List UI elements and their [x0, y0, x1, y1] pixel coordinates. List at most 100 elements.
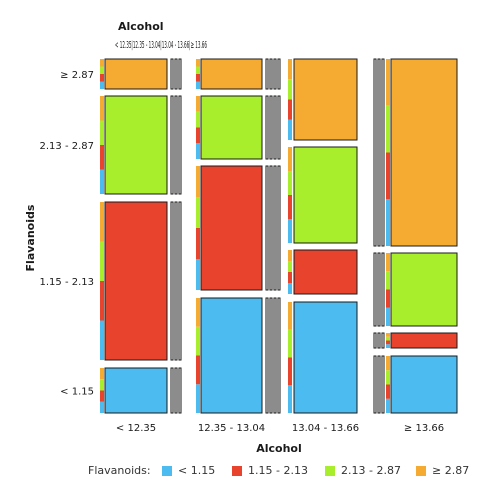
mosaic-empty-cell: [178, 95, 182, 195]
mosaic-empty-cell: [373, 332, 377, 349]
legend-item-label: 2.13 - 2.87: [341, 464, 401, 477]
mosaic-strip-segment: [288, 302, 292, 330]
mosaic-strip-segment: [100, 120, 104, 145]
mosaic-empty-cell: [269, 297, 273, 414]
mosaic-strip-segment: [100, 379, 104, 391]
legend-item-ge-2-87: ≥ 2.87: [416, 464, 469, 477]
legend-swatch: [325, 465, 335, 476]
mosaic-strip-segment: [386, 340, 390, 345]
x-tick-label: ≥ 13.66: [404, 423, 444, 434]
mosaic-empty-cell: [277, 58, 281, 90]
mosaic-strip-segment: [196, 384, 200, 413]
mosaic-strip-segment: [100, 81, 104, 89]
mosaic-strip-segment: [288, 357, 292, 386]
mosaic-strip-segment: [196, 228, 200, 259]
mosaic-strip-segment: [386, 271, 390, 290]
mosaic-strip-segment: [100, 169, 104, 194]
mosaic-strip-segment: [196, 81, 200, 89]
y-tick-label: 2.13 - 2.87: [40, 141, 95, 152]
y-tick-label: 1.15 - 2.13: [40, 277, 95, 288]
legend-item-1-15-2-13: 1.15 - 2.13: [232, 464, 308, 477]
mosaic-strip-segment: [386, 307, 390, 326]
mosaic-strip-segment: [288, 385, 292, 413]
mosaic-strip-segment: [196, 197, 200, 228]
mosaic-strip-segment: [100, 59, 104, 67]
mosaic-strip-segment: [386, 344, 390, 348]
mosaic-strip-segment: [288, 99, 292, 120]
mosaic-strip-segment: [288, 119, 292, 140]
mosaic-cell-12-35-13-04-2-87: [200, 58, 263, 90]
mosaic-strip-segment: [100, 96, 104, 121]
mosaic-cell-13-66-2-87: [390, 58, 458, 247]
mosaic-strip-segment: [386, 384, 390, 399]
mosaic-empty-cell: [373, 355, 377, 414]
mosaic-empty-cell: [265, 165, 269, 291]
legend-swatch: [162, 465, 172, 476]
mosaic-strip-segment: [100, 145, 104, 170]
mosaic-strip-segment: [196, 143, 200, 159]
mosaic-empty-cell: [269, 95, 273, 160]
mosaic-strip-segment: [386, 370, 390, 385]
mosaic-strip-segment: [196, 298, 200, 327]
mosaic-strip-segment: [288, 147, 292, 171]
mosaic-empty-cell: [373, 252, 377, 327]
mosaic-strip-segment: [196, 259, 200, 290]
mosaic-empty-cell: [377, 332, 381, 349]
mosaic-empty-cell: [170, 367, 174, 414]
mosaic-cell-12-35-13-04-2-13-2-87: [200, 95, 263, 160]
mosaic-cell-12-35-13-04-1-15: [200, 297, 263, 414]
mosaic-empty-cell: [377, 58, 381, 247]
legend-item-label: < 1.15: [178, 464, 216, 477]
mosaic-strip-segment: [100, 281, 104, 321]
mosaic-strip-segment: [288, 219, 292, 243]
mosaic-empty-cell: [170, 58, 174, 90]
x-tick-label: 13.04 - 13.66: [292, 423, 359, 434]
mosaic-empty-cell: [265, 95, 269, 160]
mosaic-strip-segment: [288, 272, 292, 283]
mosaic-strip-segment: [288, 329, 292, 358]
y-tick-label: ≥ 2.87: [60, 70, 94, 81]
mosaic-cell-13-04-13-66-1-15: [293, 301, 358, 414]
mosaic-strip-segment: [386, 333, 390, 337]
mosaic-strip-segment: [100, 241, 104, 281]
mosaic-cell-13-04-13-66-2-13-2-87: [293, 146, 358, 244]
mosaic-cell-13-66-1-15: [390, 355, 458, 414]
mosaic-empty-cell: [174, 367, 178, 414]
mosaic-chart: Alcohol < 12.35|12.35 - 13.04|13.04 - 13…: [24, 20, 458, 455]
mosaic-strip-segment: [100, 320, 104, 360]
mosaic-empty-cell: [170, 201, 174, 361]
mosaic-cell-13-04-13-66-2-87: [293, 58, 358, 141]
legend-title: Flavanoids:: [88, 464, 151, 477]
mosaic-empty-cell: [377, 252, 381, 327]
legend-item-label: ≥ 2.87: [432, 464, 470, 477]
mosaic-strip-segment: [100, 74, 104, 82]
mosaic-empty-cell: [174, 201, 178, 361]
mosaic-empty-cell: [265, 58, 269, 90]
legend-item-lt-1-15: < 1.15: [162, 464, 215, 477]
mosaic-cell-13-04-13-66-1-15-2-13: [293, 249, 358, 295]
mosaic-empty-cell: [178, 58, 182, 90]
mosaic-strip-segment: [100, 202, 104, 242]
mosaic-strip-segment: [386, 253, 390, 272]
mosaic-strip-segment: [100, 66, 104, 74]
top-split-label: < 12.35|12.35 - 13.04|13.04 - 13.66|≥ 13…: [115, 40, 207, 51]
y-tick-label: < 1.15: [60, 387, 94, 398]
mosaic-empty-cell: [265, 297, 269, 414]
mosaic-cell-13-66-2-13-2-87: [390, 252, 458, 327]
legend-item-2-13-2-87: 2.13 - 2.87: [325, 464, 401, 477]
mosaic-strip-segment: [386, 152, 390, 200]
mosaic-strip-segment: [288, 79, 292, 100]
mosaic-strip-segment: [196, 66, 200, 74]
mosaic-strip-segment: [196, 96, 200, 112]
mosaic-empty-cell: [381, 58, 385, 247]
mosaic-strip-segment: [386, 398, 390, 413]
mosaic-cell-12-35-1-15: [104, 367, 168, 414]
mosaic-strip-segment: [386, 336, 390, 341]
mosaic-cell-12-35-2-87: [104, 58, 168, 90]
mosaic-strip-segment: [196, 166, 200, 197]
mosaic-strip-segment: [288, 195, 292, 219]
mosaic-strip-segment: [196, 355, 200, 385]
mosaic-empty-cell: [273, 58, 277, 90]
mosaic-empty-cell: [373, 58, 377, 247]
mosaic-empty-cell: [381, 355, 385, 414]
